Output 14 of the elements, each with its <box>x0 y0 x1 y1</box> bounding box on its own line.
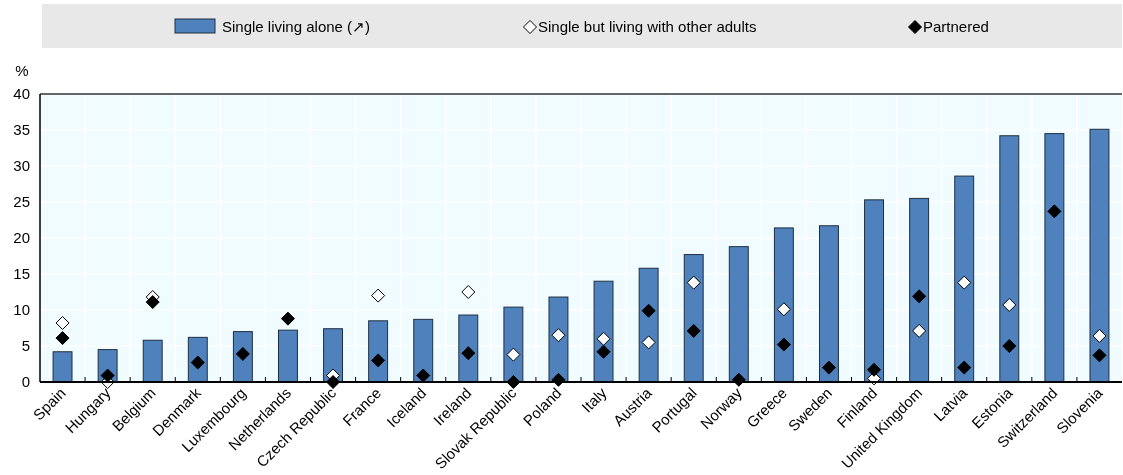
legend-label: Single living alone (↗) <box>222 18 371 35</box>
y-tick-label: 20 <box>13 229 30 246</box>
y-tick-label: 30 <box>13 157 30 174</box>
y-tick-label: 40 <box>13 85 30 102</box>
y-tick-label: 25 <box>13 193 30 210</box>
x-tick-label: Italy <box>578 383 611 416</box>
legend-label: Partnered <box>923 18 989 35</box>
y-tick-label: 35 <box>13 121 30 138</box>
y-tick-label: 15 <box>13 265 30 282</box>
y-axis-title: % <box>15 62 29 79</box>
y-tick-label: 10 <box>13 301 30 318</box>
y-tick-label: 5 <box>21 337 30 354</box>
legend-label: Single but living with other adults <box>538 18 757 35</box>
y-tick-label: 0 <box>21 373 30 390</box>
